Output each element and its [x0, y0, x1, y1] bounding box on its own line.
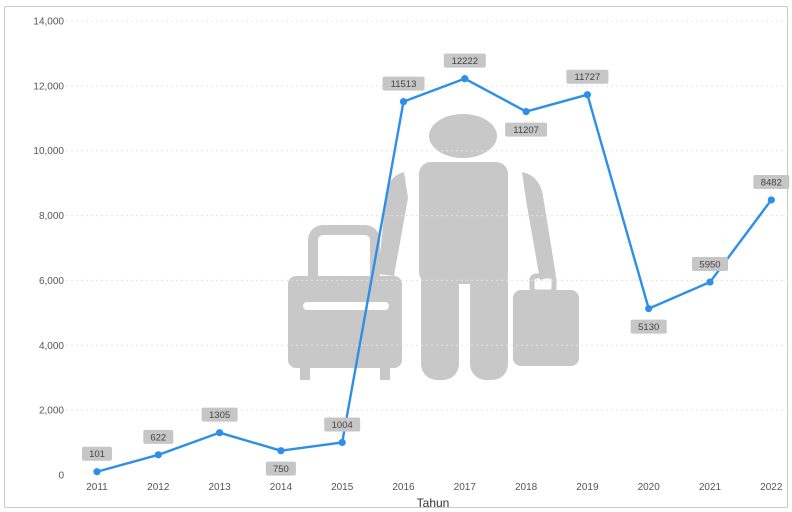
data-label: 5950: [692, 257, 728, 272]
data-label-text: 8482: [761, 177, 782, 188]
data-label-text: 101: [89, 449, 105, 460]
data-point: [399, 98, 408, 106]
data-label-box: [201, 407, 238, 422]
data-label-box: [265, 461, 296, 476]
data-point: [461, 75, 469, 83]
data-point: [583, 91, 592, 99]
data-point: [277, 447, 285, 455]
data-label-text: 622: [150, 432, 166, 443]
data-label: 11727: [566, 69, 609, 84]
x-axis: 2011 2012 2013 2014 2015 2016 2017 2018 2019 2020…: [86, 482, 783, 493]
data-label-box: [753, 174, 790, 189]
data-label-box: [82, 446, 112, 461]
y-tick-label: 2,000: [39, 406, 64, 417]
data-label-text: 11513: [391, 79, 417, 90]
series-line: [93, 75, 775, 476]
x-tick-label: 2019: [576, 482, 599, 493]
y-tick-label: 12,000: [33, 81, 64, 92]
data-label-box: [566, 69, 609, 84]
data-label: 8482: [753, 174, 790, 189]
data-label-box: [382, 76, 425, 91]
data-point: [645, 305, 653, 313]
y-tick-label: 10,000: [33, 146, 64, 157]
y-tick-label: 6,000: [39, 276, 64, 287]
x-tick-label: 2016: [392, 482, 415, 493]
x-tick-label: 2020: [638, 482, 661, 493]
data-label-box: [692, 257, 728, 272]
x-tick-label: 2017: [454, 482, 477, 493]
x-tick-label: 2012: [147, 482, 170, 493]
y-axis: 0 2,000 4,000 6,000 8,000 10,000 12,000 14,000: [33, 17, 64, 482]
data-label: 5130: [630, 319, 667, 334]
x-tick-label: 2018: [515, 482, 538, 493]
data-label: 101: [82, 446, 112, 461]
data-point: [216, 429, 224, 437]
data-label-box: [324, 417, 361, 432]
series-polyline: [96, 77, 773, 473]
data-label-text: 12222: [452, 56, 478, 67]
data-label: 11207: [505, 122, 548, 137]
x-tick-label: 2011: [86, 482, 108, 493]
data-label: 12222: [443, 53, 486, 68]
data-label: 1305: [201, 407, 238, 422]
x-axis-title: Tahun: [417, 496, 450, 510]
data-label-text: 1305: [209, 410, 230, 421]
data-point: [93, 468, 101, 476]
data-label: 11513: [382, 76, 425, 91]
data-label-box: [505, 122, 548, 137]
data-label-box: [143, 429, 174, 444]
x-tick-label: 2014: [270, 482, 293, 493]
data-point: [522, 107, 530, 116]
y-tick-label: 4,000: [39, 341, 64, 352]
data-label-text: 11727: [575, 72, 601, 83]
data-label: 750: [265, 461, 296, 476]
gridlines: [66, 20, 790, 411]
data-point: [706, 278, 714, 286]
data-label-text: 750: [273, 464, 289, 475]
data-point: [154, 451, 162, 459]
x-tick-label: 2022: [760, 482, 783, 493]
x-tick-label: 2013: [208, 482, 231, 493]
data-point: [338, 438, 346, 447]
data-label-box: [630, 319, 667, 334]
y-tick-label: 0: [58, 471, 64, 482]
x-tick-label: 2021: [699, 482, 722, 493]
x-tick-label: 2015: [331, 482, 354, 493]
y-tick-label: 8,000: [39, 211, 64, 222]
data-label-text: 5950: [699, 260, 720, 271]
data-point: [767, 196, 775, 204]
data-label: 622: [143, 429, 174, 444]
data-label-box: [443, 53, 486, 68]
y-tick-label: 14,000: [33, 17, 64, 28]
data-label-text: 5130: [638, 322, 659, 333]
data-labels: 101 622 1305 750 1004 11513 12222 11207 11727 513…: [82, 53, 790, 476]
data-label-text: 11207: [513, 125, 539, 136]
traveler-with-luggage-icon: [288, 114, 579, 380]
data-label: 1004: [324, 417, 361, 432]
data-label-text: 1004: [332, 420, 353, 431]
